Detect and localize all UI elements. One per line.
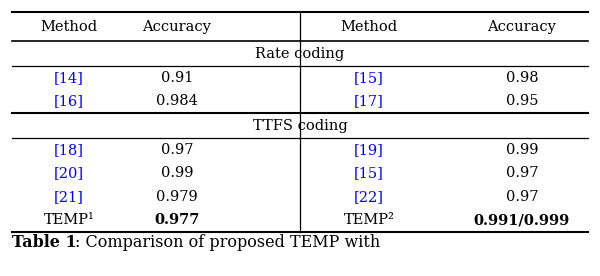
Text: 0.984: 0.984 — [156, 94, 198, 108]
Text: Method: Method — [40, 20, 98, 34]
Text: 0.99: 0.99 — [506, 143, 538, 157]
Text: [15]: [15] — [354, 71, 384, 85]
Text: Accuracy: Accuracy — [488, 20, 556, 34]
Text: Accuracy: Accuracy — [143, 20, 211, 34]
Text: Method: Method — [340, 20, 398, 34]
Text: [21]: [21] — [54, 190, 84, 204]
Text: [22]: [22] — [354, 190, 384, 204]
Text: 0.97: 0.97 — [506, 190, 538, 204]
Text: 0.977: 0.977 — [154, 213, 200, 227]
Text: 0.98: 0.98 — [506, 71, 538, 85]
Text: [20]: [20] — [54, 166, 84, 180]
Text: 0.97: 0.97 — [161, 143, 193, 157]
Text: [17]: [17] — [354, 94, 384, 108]
Text: TTFS coding: TTFS coding — [253, 119, 347, 132]
Text: 0.91: 0.91 — [161, 71, 193, 85]
Text: Table 1: Table 1 — [12, 234, 77, 251]
Text: [18]: [18] — [54, 143, 84, 157]
Text: 0.991/0.999: 0.991/0.999 — [474, 213, 570, 227]
Text: 0.99: 0.99 — [161, 166, 193, 180]
Text: [19]: [19] — [354, 143, 384, 157]
Text: [15]: [15] — [354, 166, 384, 180]
Text: : Comparison of proposed TEMP with: : Comparison of proposed TEMP with — [75, 234, 380, 251]
Text: TEMP¹: TEMP¹ — [44, 213, 94, 227]
Text: 0.979: 0.979 — [156, 190, 198, 204]
Text: 0.97: 0.97 — [506, 166, 538, 180]
Text: 0.95: 0.95 — [506, 94, 538, 108]
Text: [14]: [14] — [54, 71, 84, 85]
Text: [16]: [16] — [54, 94, 84, 108]
Text: Rate coding: Rate coding — [256, 47, 344, 61]
Text: TEMP²: TEMP² — [344, 213, 394, 227]
